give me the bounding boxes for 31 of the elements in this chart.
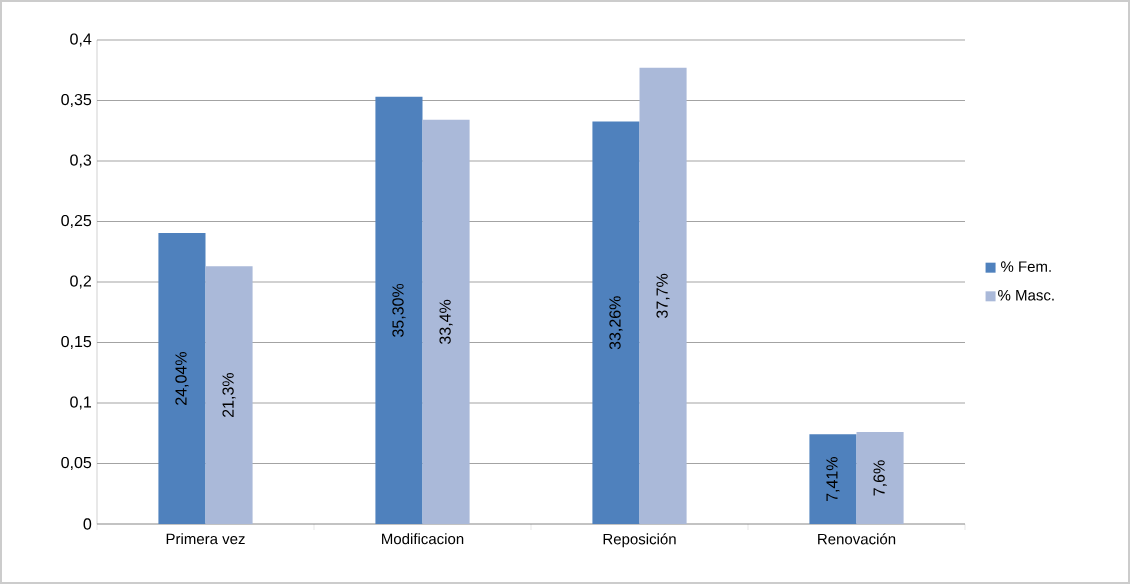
bar bbox=[375, 96, 423, 524]
x-tick-label: Renovación bbox=[818, 533, 896, 545]
bar bbox=[856, 432, 904, 524]
bar bbox=[639, 67, 687, 524]
data-label: 7,41% bbox=[826, 457, 840, 502]
y-tick-label: 0,4 bbox=[70, 33, 92, 47]
x-tick-label: Reposición bbox=[603, 533, 676, 548]
x-tick-label: Modificacion bbox=[382, 533, 464, 545]
data-label: 7,6% bbox=[873, 460, 887, 496]
y-tick-label: 0,3 bbox=[70, 154, 92, 168]
x-tick-label: Primera vez bbox=[166, 533, 245, 545]
data-label: 37,7% bbox=[656, 273, 670, 318]
data-label: 33,26% bbox=[609, 296, 623, 350]
legend-label: % Fem. bbox=[1001, 261, 1051, 272]
data-label: 24,04% bbox=[175, 352, 189, 405]
data-label: 21,3% bbox=[222, 373, 236, 418]
bar bbox=[205, 266, 253, 524]
y-tick-label: 0,05 bbox=[61, 456, 92, 471]
y-tick-label: 0,25 bbox=[61, 214, 92, 229]
y-tick-label: 0 bbox=[83, 518, 92, 530]
y-tick-label: 0,2 bbox=[70, 275, 91, 289]
bar bbox=[809, 434, 857, 524]
y-tick-label: 0,35 bbox=[61, 93, 92, 108]
y-tick-label: 0,1 bbox=[70, 396, 92, 410]
bar bbox=[422, 119, 470, 524]
legend-label: % Masc. bbox=[998, 289, 1054, 301]
data-label: 33,4% bbox=[439, 299, 453, 344]
data-label: 35,30% bbox=[392, 283, 406, 337]
bar bbox=[158, 233, 206, 524]
y-tick-label: 0,15 bbox=[61, 335, 92, 350]
bar bbox=[592, 121, 640, 524]
